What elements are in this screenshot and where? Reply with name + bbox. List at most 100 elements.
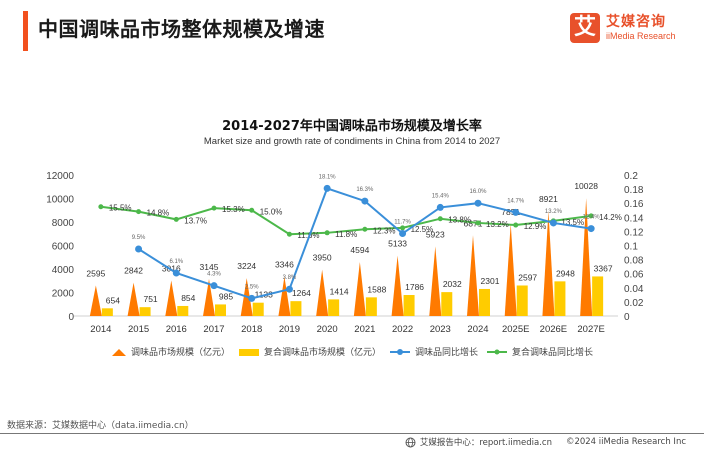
compound-growth-point <box>324 230 330 236</box>
y-left-tick-label: 8000 <box>52 218 75 229</box>
condiment-growth-point <box>285 285 293 293</box>
condiment-growth-point <box>474 199 482 207</box>
compound-growth-label: 13.5% <box>561 218 584 227</box>
compound-size-bar <box>139 307 151 316</box>
compound-growth-point <box>136 209 142 215</box>
condiment-growth-label: 3.8% <box>283 275 297 281</box>
legend-item-condiment-growth: 调味品同比增长 <box>389 345 478 358</box>
condiment-growth-point <box>399 230 407 238</box>
compound-growth-point <box>286 231 292 237</box>
condiment-size-triangle <box>165 280 178 316</box>
compound-size-label: 1588 <box>367 284 386 294</box>
compound-size-bar <box>290 301 302 316</box>
legend-label: 复合调味品同比增长 <box>512 348 594 358</box>
condiment-size-triangle <box>278 276 291 316</box>
compound-growth-point <box>249 207 255 213</box>
condiment-size-label: 4594 <box>350 245 369 255</box>
condiment-growth-point <box>172 269 180 277</box>
footer-divider <box>0 433 704 434</box>
condiment-growth-point <box>587 225 595 233</box>
x-tick-label: 2020 <box>317 324 338 335</box>
logo-cn-text: 艾媒咨询 <box>606 14 666 30</box>
y-right-tick-label: 0.18 <box>624 185 644 196</box>
condiment-growth-label: 4.3% <box>207 272 221 278</box>
report-center-link[interactable]: 艾媒报告中心：report.iimedia.cn <box>419 438 552 448</box>
y-right-tick-label: 0.1 <box>624 242 638 253</box>
compound-size-label: 854 <box>181 293 195 303</box>
compound-size-bar <box>441 292 453 316</box>
y-left-tick-label: 2000 <box>52 289 75 300</box>
compound-size-bar <box>177 305 189 316</box>
compound-growth-label: 13.8% <box>448 216 471 225</box>
logo-en-text: iiMedia Research <box>606 31 676 41</box>
brand-logo: 艾 艾媒咨询 iiMedia Research <box>570 13 676 43</box>
compound-size-bar <box>252 302 264 316</box>
condiment-growth-label: 12.4% <box>583 215 601 221</box>
triangle-legend-icon <box>111 348 126 356</box>
condiment-size-label: 3145 <box>200 262 219 272</box>
compound-growth-label: 11.8% <box>335 230 357 239</box>
condiment-size-triangle <box>316 269 329 316</box>
compound-growth-label: 14.2% <box>599 213 622 222</box>
condiment-size-triangle <box>429 246 442 316</box>
compound-size-label: 1264 <box>292 288 311 298</box>
compound-size-label: 2301 <box>481 276 500 286</box>
compound-growth-point <box>475 220 481 226</box>
blue-line-legend-icon <box>390 348 410 355</box>
condiment-size-label: 5133 <box>388 239 407 249</box>
condiment-growth-label: 15.4% <box>432 193 450 199</box>
condiment-growth-label: 16.0% <box>469 189 487 195</box>
copyright: ©2024 iiMedia Research Inc <box>565 437 686 447</box>
x-tick-label: 2025E <box>502 324 529 335</box>
compound-size-bar <box>328 299 340 316</box>
compound-size-bar <box>101 308 113 316</box>
footer: 艾媒报告中心：report.iimedia.cn ©2024 iiMedia R… <box>405 436 686 448</box>
condiment-growth-label: 14.7% <box>507 198 525 204</box>
compound-growth-label: 12.5% <box>411 225 434 234</box>
compound-size-label: 3367 <box>594 263 613 273</box>
compound-size-label: 2032 <box>443 279 462 289</box>
x-tick-label: 2015 <box>128 324 149 335</box>
condiment-size-triangle <box>391 255 404 316</box>
condiment-growth-label: 11.7% <box>394 220 411 226</box>
chart-legend: 调味品市场规模（亿元） 复合调味品市场规模（亿元） 调味品同比增长 复合调味品同… <box>0 345 704 358</box>
condiment-size-triangle <box>353 262 366 316</box>
y-right-tick-label: 0.2 <box>624 171 638 182</box>
condiment-size-triangle <box>203 279 215 316</box>
compound-growth-line <box>100 205 592 236</box>
compound-growth-label: 13.2% <box>486 220 509 229</box>
condiment-size-triangle <box>467 235 479 316</box>
compound-growth-label: 13.7% <box>184 216 207 225</box>
page-title: 中国调味品市场整体规模及增速 <box>38 17 325 41</box>
legend-label: 调味品市场规模（亿元） <box>130 348 230 358</box>
compound-growth-point <box>211 205 217 211</box>
condiment-growth-label: 13.2% <box>545 209 563 215</box>
y-right-tick-label: 0.04 <box>624 284 644 295</box>
y-right-tick-label: 0.14 <box>624 213 644 224</box>
compound-size-bar <box>365 297 377 316</box>
compound-growth-label: 12.9% <box>524 222 547 231</box>
x-tick-label: 2027E <box>577 324 604 335</box>
x-tick-label: 2017 <box>203 324 224 335</box>
compound-size-bar <box>403 295 415 316</box>
legend-item-compound-size: 复合调味品市场规模（亿元） <box>238 345 381 358</box>
condiment-size-label: 5923 <box>426 229 445 239</box>
condiment-growth-label: 9.5% <box>132 235 146 241</box>
compound-size-label: 985 <box>219 291 233 301</box>
compound-growth-point <box>513 222 519 228</box>
x-tick-label: 2019 <box>279 324 300 335</box>
chart-subtitle: Market size and growth rate of condiment… <box>203 136 501 147</box>
condiment-size-label: 3346 <box>275 260 294 270</box>
title-accent-bar <box>23 11 28 51</box>
compound-size-bar <box>592 276 604 316</box>
legend-item-condiment-size: 调味品市场规模（亿元） <box>111 345 230 358</box>
compound-size-label: 2948 <box>556 268 575 278</box>
x-tick-label: 2023 <box>430 324 451 335</box>
compound-growth-label: 15.5% <box>109 204 132 213</box>
condiment-growth-point <box>549 219 557 227</box>
x-tick-label: 2018 <box>241 324 262 335</box>
condiment-size-triangle <box>504 223 517 316</box>
y-left-tick-label: 6000 <box>52 242 75 253</box>
condiment-growth-point <box>361 197 369 205</box>
y-left-tick-label: 4000 <box>52 265 75 276</box>
